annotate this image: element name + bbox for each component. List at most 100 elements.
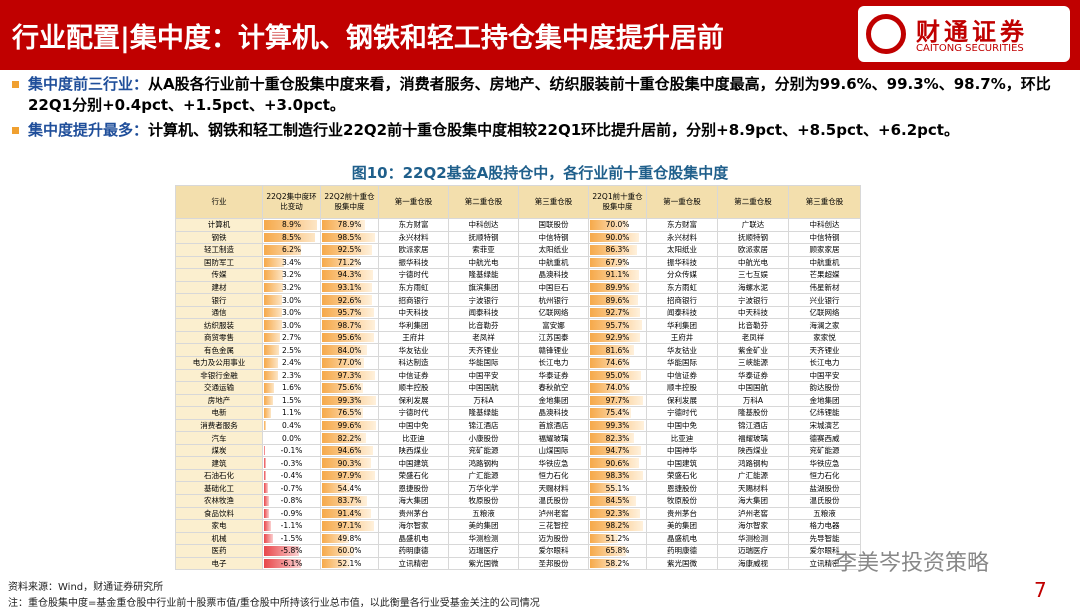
cell-text: 93.1%: [337, 283, 362, 292]
data-bar: [322, 370, 375, 381]
data-bar: [322, 358, 364, 368]
cell-text: 兖矿能源: [468, 446, 499, 456]
table-cell: 牧原股份: [646, 494, 718, 508]
cell-text: 锦江酒店: [738, 421, 768, 431]
table-cell: 3.0%: [262, 293, 321, 307]
data-bar: [322, 320, 376, 330]
table-row: 石油石化 -0.4% 97.9% 荣盛石化 广汇能源 恒力石化 98.3% 荣盛石化 广汇能源 恒…: [175, 468, 861, 483]
table-row: 农林牧渔 -0.8% 83.7% 海大集团 牧原股份 温氏股份 84.5% 牧原股份 海大集团 温…: [175, 494, 861, 508]
cell-text: 中天科技: [738, 308, 768, 318]
table-cell: 万华化学: [448, 481, 519, 496]
cell-text: 牧原股份: [468, 496, 499, 506]
data-bar: [322, 458, 371, 468]
table-cell: 3.0%: [262, 318, 321, 332]
table-cell: 闻泰科技: [646, 305, 718, 320]
cell-text: 宁波银行: [468, 295, 499, 305]
table-cell: 67.9%: [588, 255, 647, 270]
table-cell: 长江电力: [788, 356, 861, 370]
cell-text: 老凤祥: [741, 333, 765, 343]
cell-text: -1.5%: [280, 533, 303, 543]
cell-text: 荣盛石化: [667, 471, 697, 481]
table-cell: 迈瑞医疗: [448, 544, 519, 558]
cell-text: -0.3%: [280, 458, 303, 468]
cell-text: 晶澳科技: [538, 270, 569, 280]
cell-text: 51.2%: [605, 533, 630, 543]
cell-text: 0.4%: [281, 421, 302, 431]
table-cell: 中国平安: [788, 368, 861, 383]
cell-text: 98.3%: [605, 471, 630, 481]
cell-text: 98.5%: [337, 232, 362, 242]
table-row: 基础化工 -0.7% 54.4% 恩捷股份 万华化学 天赐材料 55.1% 恩捷股份 天赐材料 盐…: [175, 481, 861, 496]
table-cell: 闻泰科技: [448, 305, 519, 320]
cell-text: 农林牧渔: [204, 496, 234, 506]
cell-text: 五粮液: [472, 508, 495, 518]
cell-text: 74.6%: [605, 358, 630, 368]
table-cell: -1.1%: [262, 519, 321, 533]
cell-text: 振华科技: [398, 257, 429, 267]
table-cell: 1.6%: [262, 381, 321, 395]
table-cell: 盐湖股份: [788, 481, 861, 496]
cell-text: 牧原股份: [667, 496, 697, 506]
data-bar: [322, 445, 374, 456]
cell-text: 锦江酒店: [468, 421, 499, 431]
table-row: 有色金属 2.5% 84.0% 华友钴业 天齐锂业 赣锋锂业 81.6% 华友钴业 紫金矿业 天齐…: [175, 343, 861, 357]
table-cell: 立讯精密: [788, 556, 861, 571]
cell-text: 东方财富: [667, 220, 697, 230]
table-cell: 欧派家居: [717, 243, 789, 257]
table-cell: 机械: [175, 531, 263, 546]
data-bar: [264, 408, 271, 418]
table-cell: 贵州茅台: [378, 506, 449, 521]
cell-text: 92.9%: [605, 333, 630, 343]
cell-text: 2.4%: [281, 358, 302, 368]
cell-text: 保利发展: [398, 395, 429, 405]
table-cell: 轻工制造: [175, 243, 263, 257]
cell-text: 抚顺特钢: [738, 232, 768, 242]
bullet-label: 集中度提升最多：: [28, 121, 149, 139]
table-cell: 三花智控: [518, 519, 589, 533]
table-cell: 98.5%: [320, 230, 379, 245]
cell-text: 先导智能: [809, 533, 840, 543]
cell-text: 中国巨石: [538, 283, 569, 292]
data-bar: [264, 420, 267, 431]
table-cell: 电新: [175, 406, 263, 420]
cell-text: 78.9%: [337, 220, 362, 230]
cell-text: 中国平安: [468, 370, 499, 380]
cell-text: 抚顺特钢: [468, 232, 499, 242]
table-cell: 隆基股份: [717, 406, 789, 420]
data-bar: [590, 345, 635, 356]
cell-text: 广汇能源: [468, 471, 499, 481]
table-cell: 2.7%: [262, 330, 321, 345]
table-cell: 中天科技: [378, 305, 449, 320]
table-cell: 95.7%: [320, 305, 379, 320]
cell-text: 伟星新材: [809, 283, 840, 292]
table-row: 机械 -1.5% 49.8% 晶盛机电 华测检测 迈为股份 51.2% 晶盛机电 华测检测 先导智…: [175, 531, 861, 546]
cell-text: 中信证券: [398, 370, 429, 380]
data-bar: [590, 395, 643, 406]
cell-text: 77.0%: [337, 358, 362, 368]
cell-text: 三峡能源: [738, 358, 768, 368]
data-bar: [590, 282, 639, 293]
table-cell: 52.1%: [320, 556, 379, 571]
table-cell: 晶盛机电: [378, 531, 449, 546]
table-cell: 招商银行: [378, 293, 449, 307]
cell-text: 振华科技: [667, 257, 697, 267]
cell-text: 温氏股份: [538, 496, 569, 506]
table-cell: 华测检测: [448, 531, 519, 546]
table-cell: 三峡能源: [717, 356, 789, 370]
cell-text: 97.3%: [337, 370, 362, 380]
table-cell: 紫金矿业: [717, 343, 789, 357]
table-row: 非银行金融 2.3% 97.3% 中信证券 中国平安 华泰证券 95.0% 中信证券 华泰证券 中…: [175, 368, 861, 383]
table-cell: 58.2%: [588, 556, 647, 571]
cell-text: 海尔智家: [398, 521, 429, 531]
table-cell: 华铁应急: [788, 456, 861, 470]
cell-text: 长江电力: [809, 358, 840, 368]
cell-text: 94.3%: [337, 270, 362, 280]
cell-text: 亿纬锂能: [809, 408, 840, 418]
table-cell: 广联达: [717, 218, 789, 232]
cell-text: 54.4%: [337, 483, 362, 493]
table-cell: 中国国航: [448, 381, 519, 395]
cell-text: 比音勒芬: [468, 320, 499, 330]
table-cell: 海尔智家: [378, 519, 449, 533]
table-cell: 药明康德: [646, 544, 718, 558]
table-cell: 海康威视: [717, 556, 789, 571]
